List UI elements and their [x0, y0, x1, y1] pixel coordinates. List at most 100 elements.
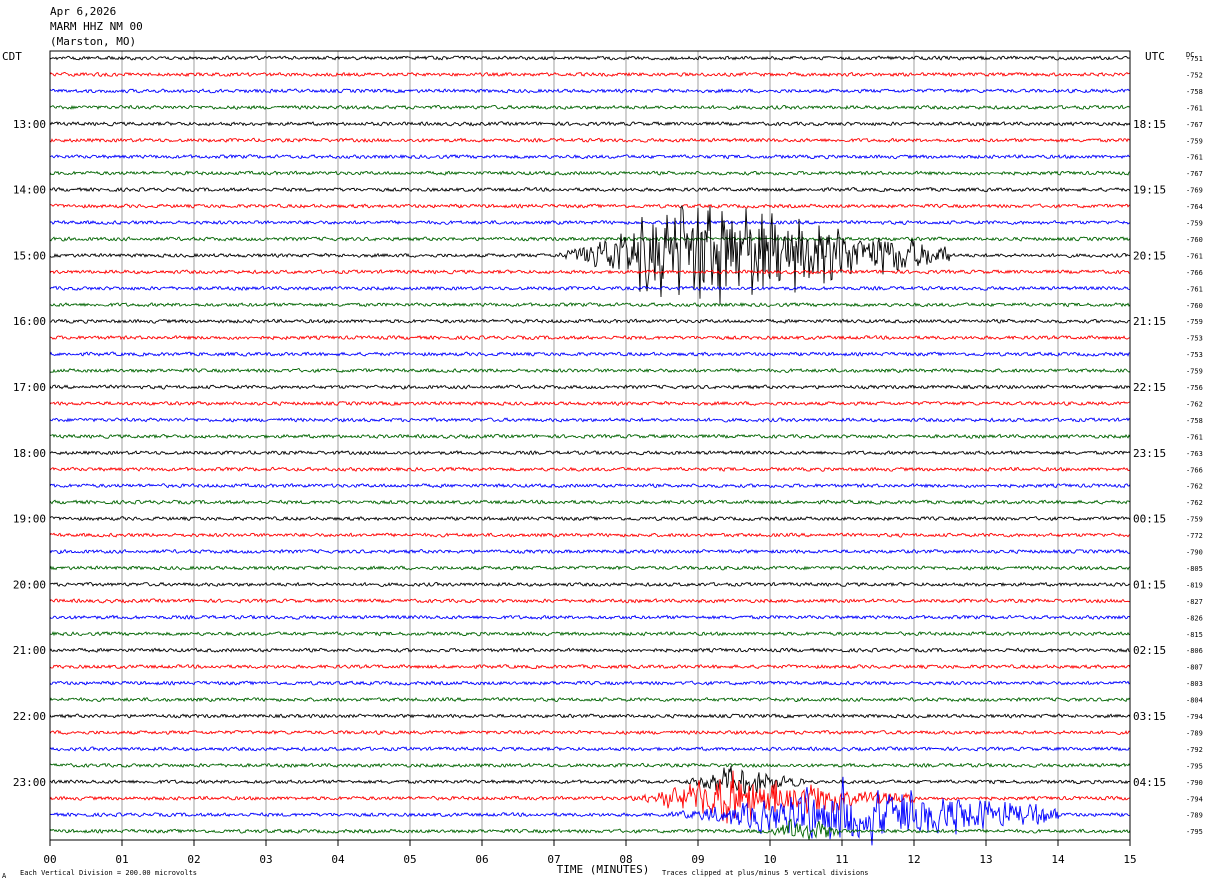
- dc-offset-labels: -751 -752 -758 -761 -767 -759 -761 -767 -769 -764…: [1186, 55, 1203, 836]
- dc-offset-label: -758: [1186, 88, 1203, 96]
- trace-line: [49, 565, 1131, 571]
- x-tick-label: 02: [187, 853, 200, 866]
- right-timezone-label: UTC: [1145, 50, 1165, 63]
- x-tick-label: 00: [43, 853, 56, 866]
- dc-offset-label: -761: [1186, 104, 1203, 112]
- dc-offset-label: -761: [1186, 285, 1203, 293]
- x-tick-label: 12: [907, 853, 920, 866]
- x-tick-label: 08: [619, 853, 632, 866]
- dc-offset-label: -764: [1186, 203, 1203, 211]
- trace-line: [49, 88, 1131, 94]
- right-hour-label: 04:15: [1133, 776, 1166, 789]
- dc-offset-label: -826: [1186, 614, 1203, 622]
- dc-offset-label: -759: [1186, 368, 1203, 376]
- x-tick-label: 01: [115, 853, 128, 866]
- left-hour-label: 19:00: [13, 513, 46, 526]
- dc-offset-label: -789: [1186, 812, 1203, 820]
- trace-line: [49, 680, 1131, 686]
- x-tick-label: 13: [979, 853, 992, 866]
- trace-line: [49, 532, 1131, 538]
- trace-line: [49, 154, 1131, 160]
- trace-line: [49, 400, 1131, 406]
- left-hour-label: 16:00: [13, 315, 46, 328]
- trace-line: [49, 598, 1131, 604]
- right-hour-label: 02:15: [1133, 644, 1166, 657]
- left-hour-label: 18:00: [13, 447, 46, 460]
- x-tick-label: 05: [403, 853, 416, 866]
- dc-offset-label: -795: [1186, 762, 1203, 770]
- trace-line: [49, 302, 1131, 308]
- x-tick-label: 11: [835, 853, 848, 866]
- right-hour-label: 03:15: [1133, 710, 1166, 723]
- footer-mark: A: [2, 872, 7, 880]
- dc-offset-label: -758: [1186, 417, 1203, 425]
- dc-offset-label: -790: [1186, 779, 1203, 787]
- dc-offset-label: -759: [1186, 516, 1203, 524]
- trace-line: [49, 713, 1131, 719]
- dc-offset-label: -766: [1186, 269, 1203, 277]
- trace-line: [49, 664, 1131, 670]
- x-tick-label: 09: [691, 853, 704, 866]
- trace-line: [49, 581, 1131, 587]
- dc-offset-label: -767: [1186, 170, 1203, 178]
- dc-offset-label: -767: [1186, 121, 1203, 129]
- dc-offset-label: -794: [1186, 795, 1203, 803]
- left-hour-label: 15:00: [13, 249, 46, 262]
- trace-line: [49, 770, 1131, 824]
- trace-line: [49, 351, 1131, 357]
- left-hour-label: 22:00: [13, 710, 46, 723]
- trace-line: [49, 203, 1131, 209]
- x-axis-ticks: 00 01 02 03 04 05 06 07 08 09 10 11 12 13 14 15: [43, 840, 1137, 866]
- left-timezone-label: CDT: [2, 50, 22, 63]
- dc-offset-label: -827: [1186, 598, 1203, 606]
- dc-offset-label: -759: [1186, 220, 1203, 228]
- right-hour-label: 19:15: [1133, 184, 1166, 197]
- trace-line: [49, 170, 1131, 176]
- x-tick-label: 15: [1123, 853, 1136, 866]
- x-tick-label: 06: [475, 853, 488, 866]
- dc-offset-label: -807: [1186, 664, 1203, 672]
- plot-frame: [49, 50, 1131, 841]
- scale-note: Each Vertical Division = 200.00 microvol…: [20, 869, 197, 877]
- dc-offset-label: -806: [1186, 647, 1203, 655]
- left-hour-label: 14:00: [13, 184, 46, 197]
- dc-offset-label: -769: [1186, 187, 1203, 195]
- right-hour-label: 23:15: [1133, 447, 1166, 460]
- header-location: (Marston, MO): [50, 35, 136, 48]
- clip-note: Traces clipped at plus/minus 5 vertical …: [662, 869, 869, 877]
- right-hour-label: 01:15: [1133, 578, 1166, 591]
- trace-line: [49, 137, 1131, 143]
- trace-line: [49, 746, 1131, 752]
- trace-line: [49, 71, 1131, 78]
- trace-line: [49, 104, 1131, 110]
- x-tick-label: 10: [763, 853, 776, 866]
- trace-line: [49, 367, 1131, 374]
- x-axis-title: TIME (MINUTES): [557, 863, 650, 876]
- trace-line: [49, 765, 1131, 796]
- trace-line: [49, 516, 1131, 522]
- trace-line: [49, 762, 1131, 768]
- trace-line: [49, 450, 1131, 456]
- dc-offset-label: -761: [1186, 433, 1203, 441]
- left-hour-label: 20:00: [13, 578, 46, 591]
- right-hour-label: 20:15: [1133, 249, 1166, 262]
- header-date: Apr 6,2026: [50, 5, 116, 18]
- dc-offset-label: -756: [1186, 384, 1203, 392]
- dc-offset-label: -751: [1186, 55, 1203, 63]
- dc-offset-label: -805: [1186, 565, 1203, 573]
- dc-offset-label: -804: [1186, 697, 1203, 705]
- dc-offset-label: -795: [1186, 828, 1203, 836]
- dc-offset-label: -762: [1186, 499, 1203, 507]
- dc-offset-label: -762: [1186, 400, 1203, 408]
- dc-offset-label: -803: [1186, 680, 1203, 688]
- trace-group: [49, 55, 1131, 846]
- right-hour-label: 21:15: [1133, 315, 1166, 328]
- trace-line: [49, 269, 1131, 275]
- dc-offset-label: -759: [1186, 137, 1203, 145]
- trace-line: [49, 466, 1131, 472]
- right-hour-label: 22:15: [1133, 381, 1166, 394]
- trace-line: [49, 696, 1131, 703]
- trace-line: [49, 776, 1131, 846]
- header-station: MARM HHZ NM 00: [50, 20, 143, 33]
